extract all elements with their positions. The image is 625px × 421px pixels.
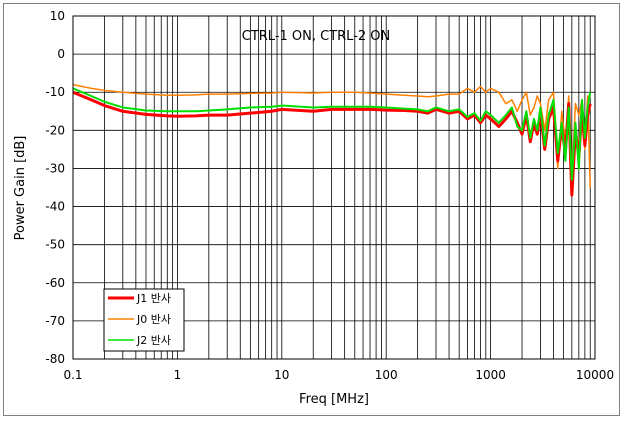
y-tick-label: -30 [45, 161, 65, 175]
tick-labels: 0.1 1 10 100 1000 10000100-10-20-30-40-50-60-… [45, 9, 614, 382]
legend-label-j1: J1 반사 [136, 292, 171, 305]
y-tick-label: -20 [45, 123, 65, 137]
y-axis-label: Power Gain [dB] [13, 136, 28, 241]
y-tick-label: -10 [45, 85, 65, 99]
x-tick-label: 1 [174, 368, 182, 382]
series-layer [72, 83, 592, 197]
x-tick-label: 10000 [576, 368, 614, 382]
x-tick-label: 100 [375, 368, 398, 382]
y-tick-label: -40 [45, 200, 65, 214]
x-tick-label: 1000 [475, 368, 506, 382]
legend-label-j2: J2 반사 [136, 334, 171, 347]
chart-annotation: CTRL-1 ON, CTRL-2 ON [242, 29, 391, 44]
y-tick-label: -60 [45, 276, 65, 290]
x-axis-label: Freq [MHz] [299, 392, 369, 407]
legend: J1 반사 J0 반사 J2 반사 [103, 288, 185, 352]
x-tick-label: 0.1 [63, 368, 82, 382]
series-line-j2 [72, 87, 592, 181]
y-tick-label: -70 [45, 314, 65, 328]
y-tick-label: 10 [50, 9, 65, 23]
plot-border [72, 15, 596, 360]
series-line-j0 [72, 83, 591, 188]
y-tick-label: -80 [45, 352, 65, 366]
y-tick-label: 0 [57, 47, 65, 61]
y-tick-label: -50 [45, 238, 65, 252]
legend-label-j0: J0 반사 [136, 313, 171, 326]
x-tick-label: 10 [274, 368, 289, 382]
